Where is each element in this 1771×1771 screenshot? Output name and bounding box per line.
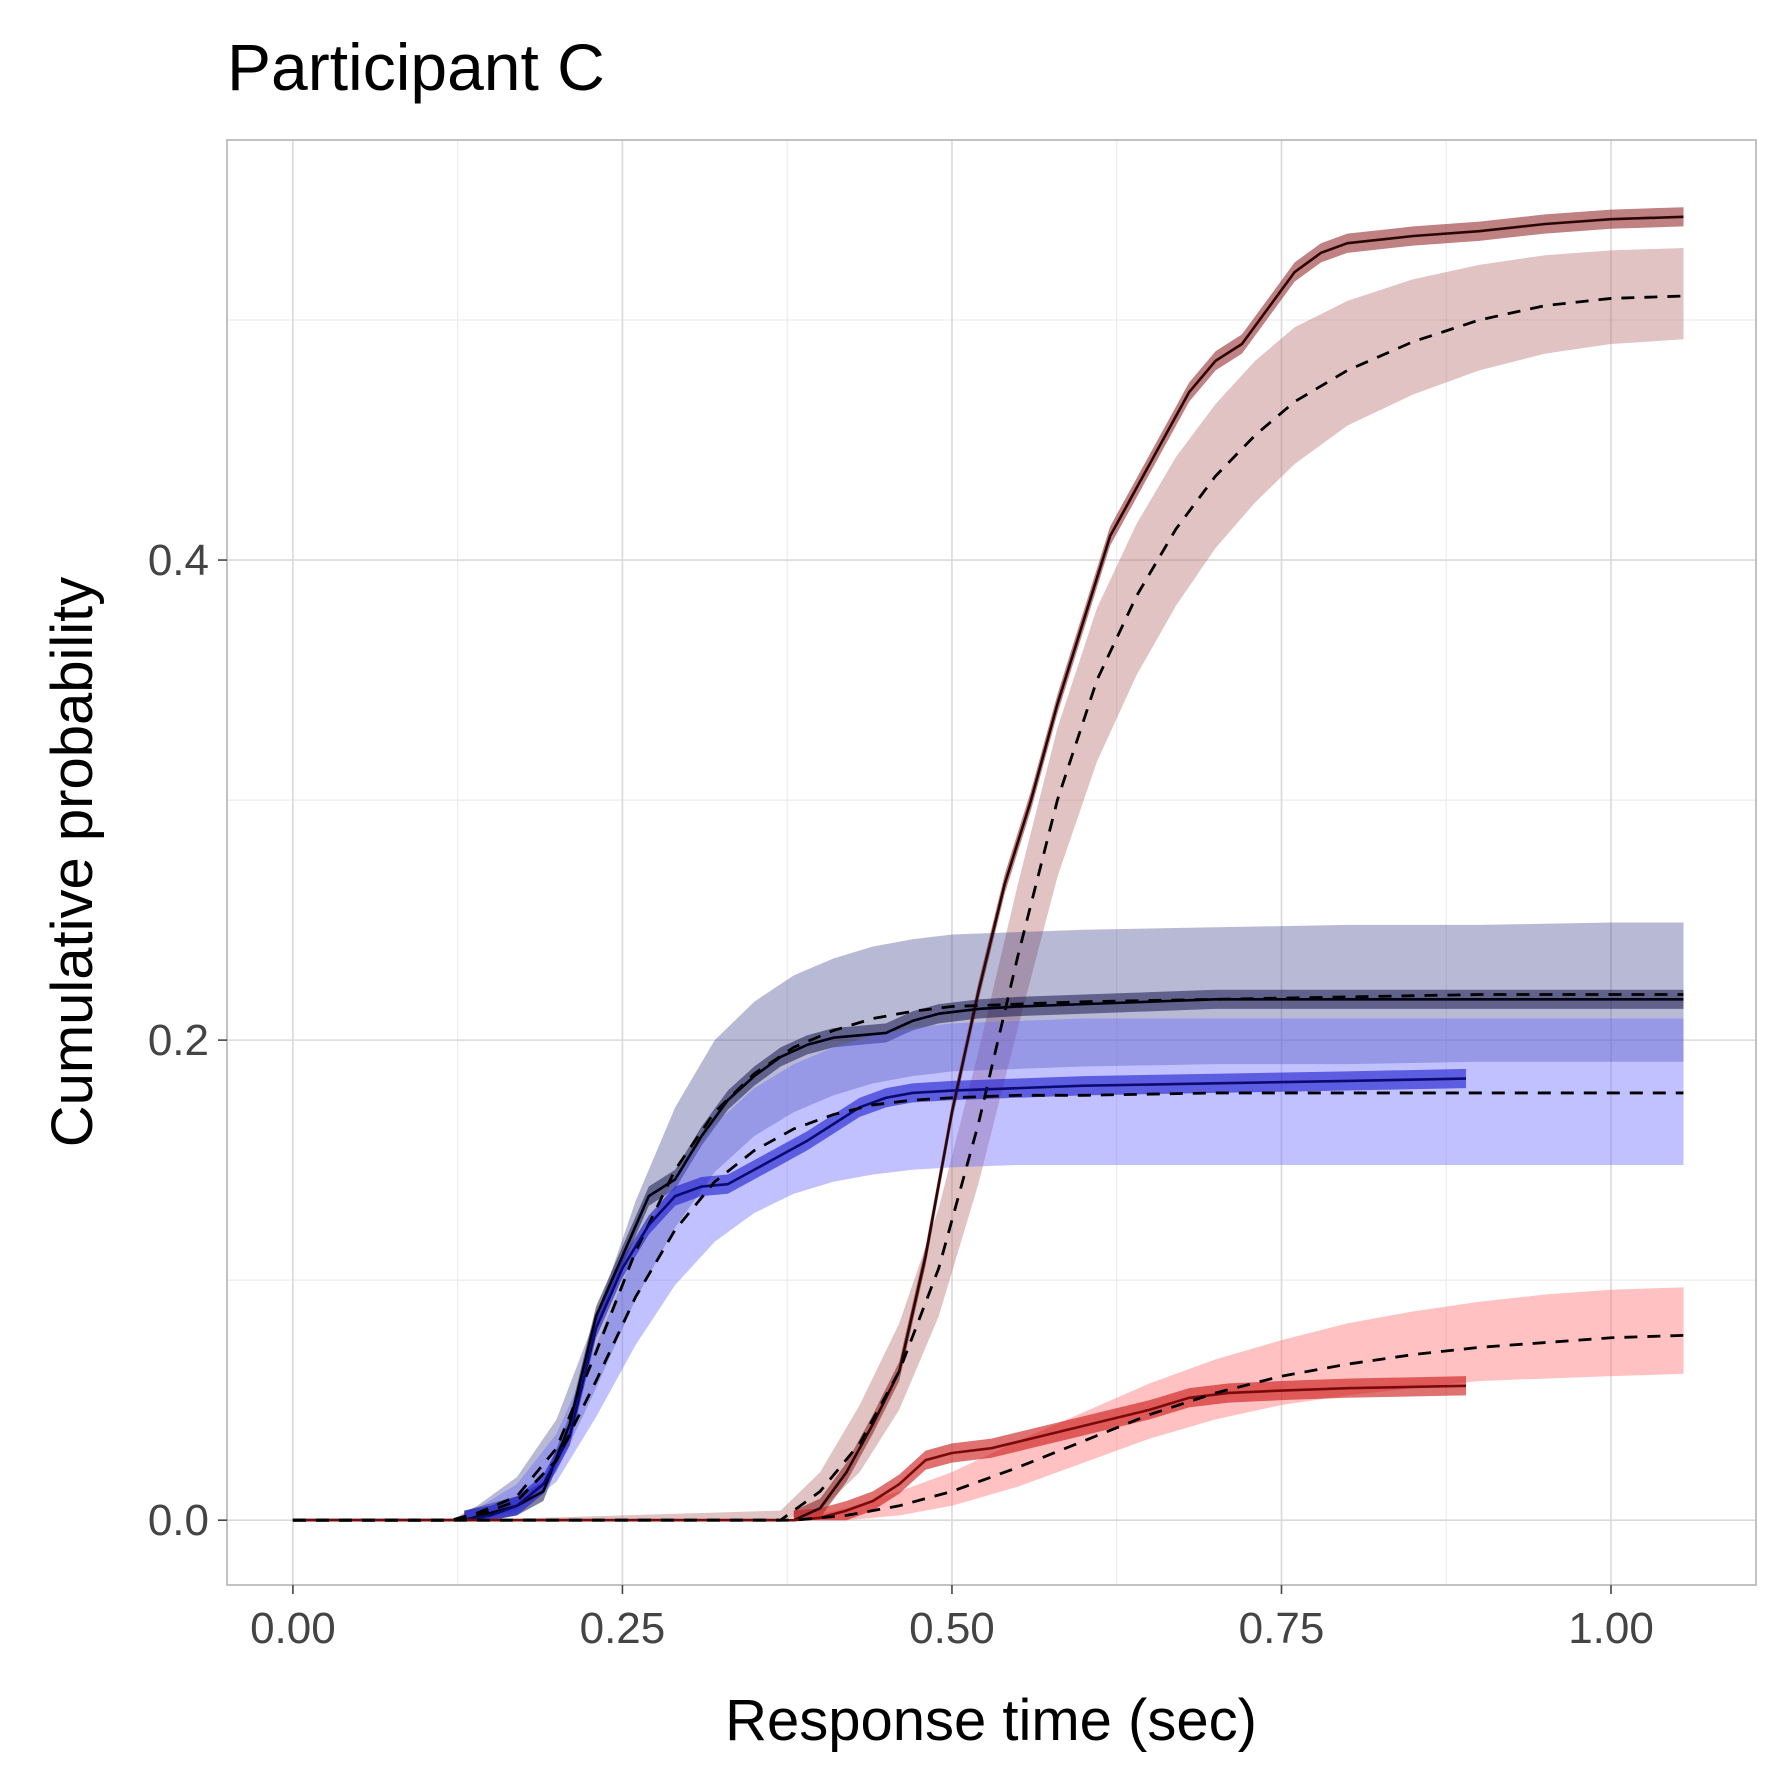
predicted-band-3	[292, 1287, 1684, 1521]
predicted-median-line-3	[292, 1333, 1684, 1522]
predicted-band-2	[292, 1018, 1684, 1521]
x-tick-label-3: 0.75	[1239, 1604, 1325, 1653]
predicted-median-line-1	[292, 993, 1684, 1522]
x-tick-label-0: 0.00	[250, 1604, 336, 1653]
plot-panel-border	[226, 139, 1757, 1586]
x-tick-label-2: 0.50	[909, 1604, 995, 1653]
predicted-median-line-2	[292, 1091, 1684, 1522]
observed-line-2	[292, 1077, 1467, 1522]
lines	[292, 215, 1684, 1522]
observed-line-3	[292, 1384, 1467, 1522]
y-tick-label-1: 0.2	[148, 1016, 209, 1065]
x-tick-label-4: 1.00	[1568, 1604, 1654, 1653]
grid	[227, 140, 1756, 1585]
y-axis-ticks: 0.0 0.2 0.4	[148, 536, 227, 1545]
chart-title: Participant C	[227, 30, 605, 104]
y-tick-label-0: 0.0	[148, 1496, 209, 1545]
x-axis-title: Response time (sec)	[725, 1688, 1257, 1753]
predicted-median-line-0	[292, 294, 1684, 1522]
bands	[292, 207, 1684, 1521]
y-axis-title: Cumulative probability	[40, 577, 105, 1148]
predicted-band-1	[292, 922, 1684, 1521]
x-axis-ticks: 0.00 0.25 0.50 0.75 1.00	[250, 1585, 1654, 1653]
y-tick-label-2: 0.4	[148, 536, 209, 585]
x-tick-label-1: 0.25	[580, 1604, 666, 1653]
